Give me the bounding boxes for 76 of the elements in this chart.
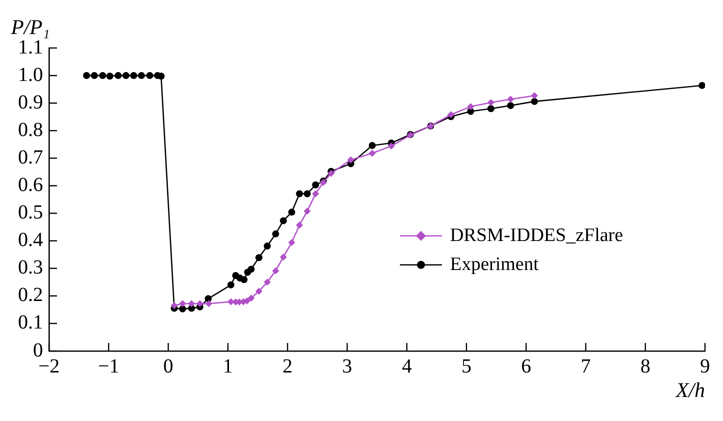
point bbox=[99, 72, 106, 80]
point bbox=[304, 208, 311, 215]
point bbox=[368, 150, 376, 157]
point bbox=[227, 281, 234, 288]
point bbox=[83, 72, 90, 80]
point bbox=[255, 254, 262, 262]
y-tick-label: 1.0 bbox=[18, 64, 43, 86]
y-tick-label: 0.1 bbox=[18, 312, 43, 334]
point bbox=[114, 72, 122, 80]
y-tick-label: 1.1 bbox=[18, 36, 43, 58]
point bbox=[188, 300, 196, 308]
x-tick-label: 8 bbox=[640, 355, 650, 378]
point bbox=[240, 276, 248, 284]
point bbox=[146, 72, 154, 80]
point bbox=[304, 190, 311, 198]
point bbox=[205, 300, 212, 308]
point bbox=[272, 267, 280, 274]
point bbox=[106, 72, 114, 80]
x-tick-label: 2 bbox=[282, 355, 293, 378]
point bbox=[467, 103, 474, 110]
point bbox=[179, 300, 186, 308]
y-tick-label: 0 bbox=[33, 339, 43, 362]
x-tick-label: 6 bbox=[521, 355, 532, 378]
y-tick-label: 0.3 bbox=[18, 256, 43, 279]
point bbox=[507, 96, 514, 103]
point bbox=[248, 266, 255, 273]
point bbox=[296, 190, 303, 198]
y-axis-title: P/P₁ bbox=[10, 15, 50, 39]
point bbox=[272, 230, 280, 238]
point bbox=[196, 300, 204, 308]
y-tick-label: 0.5 bbox=[18, 202, 43, 224]
x-tick-label: 3 bbox=[342, 355, 352, 378]
point bbox=[288, 208, 296, 216]
point bbox=[158, 72, 165, 80]
x-tick-label: 1 bbox=[222, 355, 233, 378]
point bbox=[507, 102, 514, 110]
legend-label: DRSM-IDDES_zFlare bbox=[450, 224, 624, 246]
x-tick-label: 5 bbox=[461, 355, 472, 378]
x-tick-label: 9 bbox=[700, 355, 710, 378]
point bbox=[264, 278, 271, 286]
point bbox=[487, 105, 494, 112]
y-tick-label: 0.2 bbox=[18, 284, 43, 306]
y-tick-label: 0.4 bbox=[18, 229, 43, 252]
point bbox=[288, 238, 296, 246]
point bbox=[179, 305, 186, 312]
point bbox=[296, 222, 303, 229]
y-tick-label: 0.9 bbox=[18, 91, 43, 114]
legend-label: Experiment bbox=[450, 254, 540, 275]
point bbox=[227, 298, 234, 306]
point bbox=[347, 156, 354, 164]
point bbox=[248, 294, 255, 302]
point bbox=[312, 181, 320, 188]
y-tick-label: 0.8 bbox=[18, 118, 43, 141]
x-tick-label: 4 bbox=[402, 355, 412, 378]
point bbox=[130, 72, 138, 80]
point bbox=[368, 142, 376, 150]
x-tick-label: −1 bbox=[98, 355, 120, 378]
point bbox=[264, 242, 271, 250]
x-axis-title: X/h bbox=[674, 378, 705, 402]
point bbox=[530, 98, 538, 105]
point bbox=[312, 190, 320, 198]
point bbox=[530, 92, 538, 100]
point bbox=[388, 142, 395, 150]
point bbox=[487, 99, 494, 106]
point bbox=[280, 254, 287, 261]
point bbox=[280, 217, 287, 224]
point bbox=[138, 72, 145, 80]
point bbox=[698, 82, 705, 89]
point bbox=[122, 72, 130, 80]
y-tick-label: 0.7 bbox=[18, 146, 43, 168]
x-tick-label: 7 bbox=[580, 355, 591, 378]
point bbox=[90, 72, 98, 80]
y-tick-label: 0.6 bbox=[18, 174, 43, 196]
x-tick-label: 0 bbox=[163, 355, 174, 378]
point bbox=[170, 302, 178, 310]
point bbox=[255, 288, 262, 295]
